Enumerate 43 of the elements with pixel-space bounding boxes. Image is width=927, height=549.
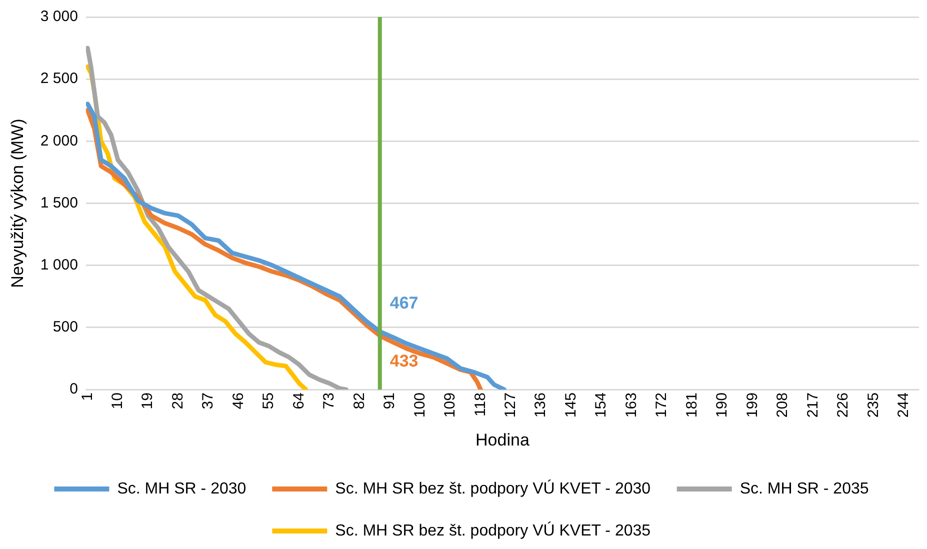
legend-label: Sc. MH SR - 2035 [740, 480, 869, 498]
x-tick-label: 10 [108, 392, 126, 410]
x-tick-label: 127 [502, 392, 520, 418]
x-tick-label: 136 [532, 392, 550, 418]
x-tick-label: 226 [834, 392, 852, 418]
x-tick-label: 181 [683, 392, 700, 418]
x-tick-label: 208 [774, 392, 792, 418]
annotation: 467 [390, 293, 418, 312]
y-tick-label: 1 500 [40, 194, 78, 212]
x-tick-label: 82 [350, 392, 368, 410]
x-tick-label: 235 [864, 392, 882, 418]
y-tick-label: 0 [70, 380, 78, 398]
x-tick-label: 145 [562, 392, 580, 418]
x-tick-label: 46 [230, 392, 247, 410]
x-tick-label: 163 [622, 392, 640, 418]
y-tick-label: 500 [52, 318, 78, 336]
x-tick-label: 199 [744, 392, 761, 418]
x-tick-label: 118 [472, 392, 489, 416]
x-tick-label: 190 [714, 392, 731, 418]
x-tick-label: 55 [260, 392, 278, 410]
legend-label: Sc. MH SR bez št. podpory VÚ KVET - 2035 [335, 521, 651, 540]
x-tick-label: 37 [200, 392, 217, 410]
legend-label: Sc. MH SR - 2030 [117, 480, 246, 498]
y-tick-label: 2 500 [40, 70, 78, 88]
x-tick-label: 172 [653, 392, 670, 418]
x-tick-label: 28 [169, 392, 186, 410]
y-tick-label: 1 000 [40, 256, 78, 274]
x-tick-label: 64 [290, 392, 308, 410]
x-tick-label: 217 [804, 392, 822, 418]
annotation: 433 [390, 351, 418, 370]
y-tick-label: 2 000 [40, 132, 78, 150]
y-tick-label: 3 000 [40, 8, 78, 26]
legend-label: Sc. MH SR bez št. podpory VÚ KVET - 2030 [335, 479, 651, 498]
x-tick-label: 19 [139, 392, 156, 410]
x-tick-label: 109 [442, 392, 459, 418]
x-tick-label: 73 [320, 392, 338, 410]
x-tick-label: 1 [78, 392, 96, 401]
y-axis-title: Nevyužitý výkon (MW) [8, 118, 27, 288]
x-axis-title: Hodina [476, 430, 530, 450]
x-tick-label: 244 [895, 392, 912, 418]
x-tick-label: 100 [411, 392, 428, 418]
x-tick-label: 91 [381, 392, 398, 410]
x-tick-label: 154 [592, 392, 610, 418]
